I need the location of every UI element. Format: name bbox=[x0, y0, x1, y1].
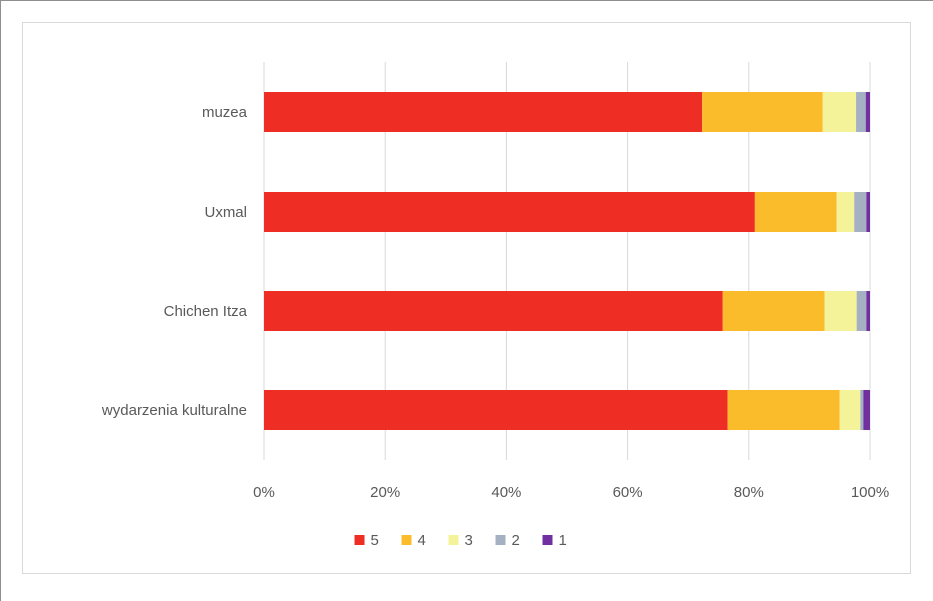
bar-segment-4 bbox=[754, 192, 837, 232]
bar-segment-5 bbox=[264, 192, 755, 232]
legend-label-3: 3 bbox=[465, 532, 473, 549]
category-label: Chichen Itza bbox=[164, 303, 248, 320]
legend-swatch-2 bbox=[495, 535, 506, 545]
x-tick-label: 60% bbox=[613, 484, 643, 501]
bar-segment-5 bbox=[264, 390, 728, 430]
x-tick-label: 20% bbox=[370, 484, 400, 501]
bar-segment-2 bbox=[856, 291, 867, 331]
x-tick-label: 100% bbox=[851, 484, 889, 501]
x-tick-label: 80% bbox=[734, 484, 764, 501]
x-tick-label: 0% bbox=[253, 484, 275, 501]
bar-segment-4 bbox=[727, 390, 840, 430]
legend-swatch-1 bbox=[542, 535, 553, 545]
legend-label-1: 1 bbox=[559, 532, 567, 549]
x-tick-label: 40% bbox=[491, 484, 521, 501]
bar-segment-2 bbox=[854, 192, 867, 232]
bar-segment-1 bbox=[865, 92, 870, 132]
category-labels: muzea Uxmal Chichen Itza wydarzenia kultura… bbox=[101, 104, 248, 419]
bar-segment-5 bbox=[264, 92, 703, 132]
bars bbox=[264, 92, 870, 430]
bar-segment-1 bbox=[866, 192, 870, 232]
bar-segment-1 bbox=[866, 291, 870, 331]
bar-segment-4 bbox=[702, 92, 823, 132]
bar-segment-4 bbox=[722, 291, 825, 331]
bar-segment-3 bbox=[836, 192, 855, 232]
bar-segment-3 bbox=[839, 390, 861, 430]
bar-segment-3 bbox=[822, 92, 857, 132]
legend-label-5: 5 bbox=[371, 532, 379, 549]
legend-swatch-3 bbox=[448, 535, 459, 545]
bar-segment-3 bbox=[824, 291, 857, 331]
bar-segment-2 bbox=[860, 390, 864, 430]
legend-swatch-4 bbox=[401, 535, 412, 545]
category-label: wydarzenia kulturalne bbox=[101, 402, 247, 419]
legend-label-2: 2 bbox=[512, 532, 520, 549]
bar-segment-1 bbox=[863, 390, 870, 430]
legend: 5 4 3 2 1 bbox=[354, 532, 567, 549]
legend-swatch-5 bbox=[354, 535, 365, 545]
category-label: Uxmal bbox=[204, 204, 247, 221]
legend-label-4: 4 bbox=[418, 532, 426, 549]
bar-segment-2 bbox=[856, 92, 866, 132]
category-label: muzea bbox=[202, 104, 248, 121]
x-axis-tick-labels: 0% 20% 40% 60% 80% 100% bbox=[253, 484, 889, 501]
bar-segment-5 bbox=[264, 291, 723, 331]
